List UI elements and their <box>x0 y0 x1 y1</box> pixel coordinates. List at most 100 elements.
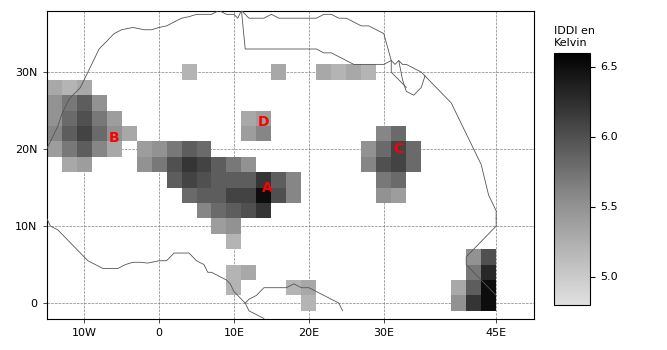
Bar <box>241 265 256 280</box>
Bar <box>481 249 496 265</box>
Bar <box>91 111 107 126</box>
Bar <box>466 249 481 265</box>
Text: B: B <box>109 131 119 145</box>
Text: D: D <box>258 115 269 129</box>
Bar <box>167 157 181 172</box>
Bar <box>256 203 271 218</box>
Bar <box>181 141 197 157</box>
Bar <box>392 188 406 203</box>
Bar <box>197 141 211 157</box>
Bar <box>466 295 481 311</box>
Text: C: C <box>394 142 404 156</box>
Bar <box>241 188 256 203</box>
Bar <box>61 80 77 95</box>
Bar <box>151 141 167 157</box>
Bar <box>301 280 316 295</box>
Bar <box>61 95 77 111</box>
Bar <box>211 157 227 172</box>
Bar <box>376 141 392 157</box>
Bar <box>256 172 271 188</box>
Bar <box>91 141 107 157</box>
Bar <box>137 157 151 172</box>
Bar <box>241 203 256 218</box>
Bar <box>286 280 301 295</box>
Bar <box>286 188 301 203</box>
Bar <box>181 188 197 203</box>
Bar <box>241 126 256 141</box>
Bar <box>167 141 181 157</box>
Bar <box>107 126 121 141</box>
Bar <box>466 265 481 280</box>
Bar <box>227 157 241 172</box>
Bar <box>61 126 77 141</box>
Bar <box>47 141 61 157</box>
Bar <box>346 64 362 80</box>
Bar <box>181 64 197 80</box>
Bar <box>61 157 77 172</box>
Bar <box>181 172 197 188</box>
Bar <box>406 141 422 157</box>
Bar <box>362 64 376 80</box>
Bar <box>376 157 392 172</box>
Bar <box>227 265 241 280</box>
Bar <box>47 126 61 141</box>
Bar <box>316 64 331 80</box>
Bar <box>47 111 61 126</box>
Bar <box>151 157 167 172</box>
Bar <box>107 111 121 126</box>
Bar <box>481 265 496 280</box>
Bar <box>77 80 91 95</box>
Bar <box>227 203 241 218</box>
Bar <box>451 295 466 311</box>
Bar <box>301 295 316 311</box>
Bar <box>167 172 181 188</box>
Bar <box>271 64 286 80</box>
Bar <box>241 111 256 126</box>
Bar <box>121 126 137 141</box>
Bar <box>77 126 91 141</box>
Bar <box>227 218 241 234</box>
Bar <box>197 172 211 188</box>
Bar <box>286 172 301 188</box>
Bar <box>376 126 392 141</box>
Bar <box>362 141 376 157</box>
Bar <box>392 172 406 188</box>
Bar <box>181 157 197 172</box>
Bar <box>451 280 466 295</box>
Bar <box>211 188 227 203</box>
Bar <box>481 280 496 295</box>
Bar <box>77 111 91 126</box>
Text: A: A <box>262 181 273 195</box>
Bar <box>91 95 107 111</box>
Bar <box>392 126 406 141</box>
Bar <box>197 203 211 218</box>
Bar <box>256 111 271 126</box>
Bar <box>211 203 227 218</box>
Bar <box>406 157 422 172</box>
Bar <box>91 126 107 141</box>
Bar <box>227 172 241 188</box>
Bar <box>376 188 392 203</box>
Bar <box>331 64 346 80</box>
Bar <box>256 126 271 141</box>
Bar <box>197 157 211 172</box>
Bar <box>392 141 406 157</box>
Bar <box>47 95 61 111</box>
Bar <box>211 218 227 234</box>
Bar <box>211 172 227 188</box>
Bar <box>227 188 241 203</box>
Bar <box>271 172 286 188</box>
Text: IDDI en
Kelvin: IDDI en Kelvin <box>554 26 594 48</box>
Bar <box>376 172 392 188</box>
Bar <box>77 95 91 111</box>
Bar <box>227 280 241 295</box>
Bar <box>241 157 256 172</box>
Bar <box>466 280 481 295</box>
Bar <box>47 80 61 95</box>
Bar <box>61 111 77 126</box>
Bar <box>197 188 211 203</box>
Bar <box>137 141 151 157</box>
Bar <box>271 188 286 203</box>
Bar <box>241 172 256 188</box>
Bar <box>77 141 91 157</box>
